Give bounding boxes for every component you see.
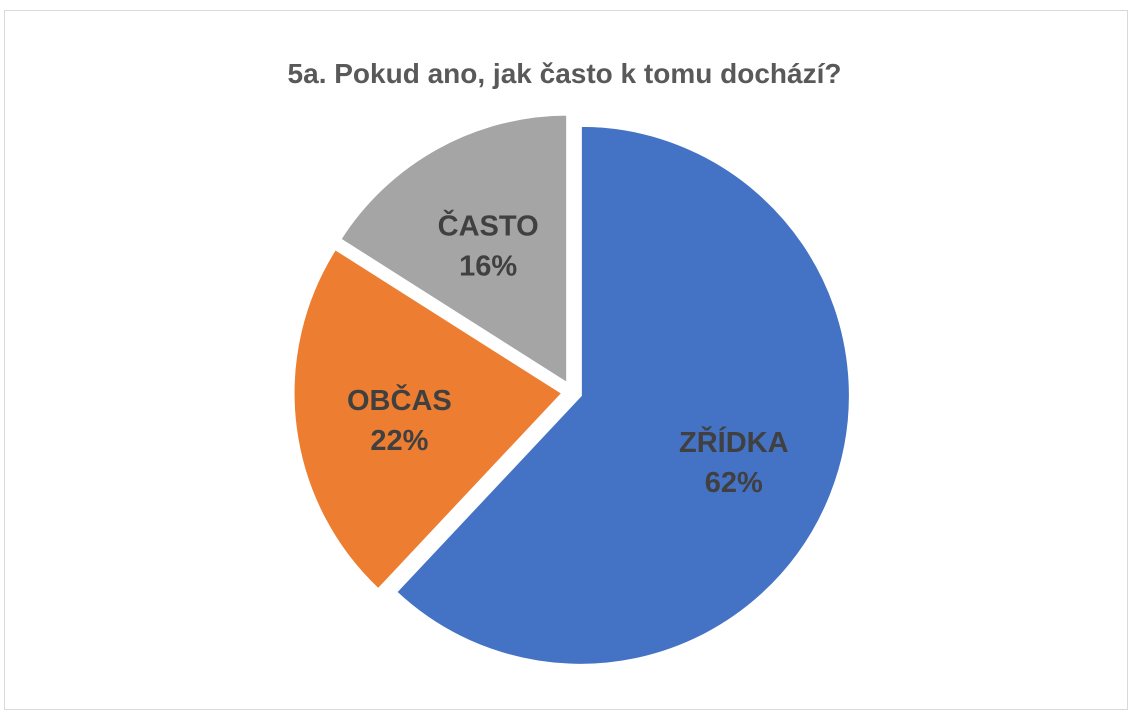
- pie-slice-1: [291, 246, 566, 593]
- slice-category-label: ZŘÍDKA: [679, 425, 789, 459]
- slice-value-label: 62%: [705, 467, 763, 499]
- slice-value-label: 22%: [370, 425, 428, 457]
- pie-slice-0: [393, 123, 852, 667]
- pie-slice-2: [337, 112, 570, 387]
- slice-category-label: ČASTO: [438, 209, 539, 243]
- chart-title: 5a. Pokud ano, jak často k tomu dochází?: [287, 58, 842, 89]
- slice-value-label: 16%: [459, 251, 517, 283]
- slice-category-label: OBČAS: [347, 383, 452, 417]
